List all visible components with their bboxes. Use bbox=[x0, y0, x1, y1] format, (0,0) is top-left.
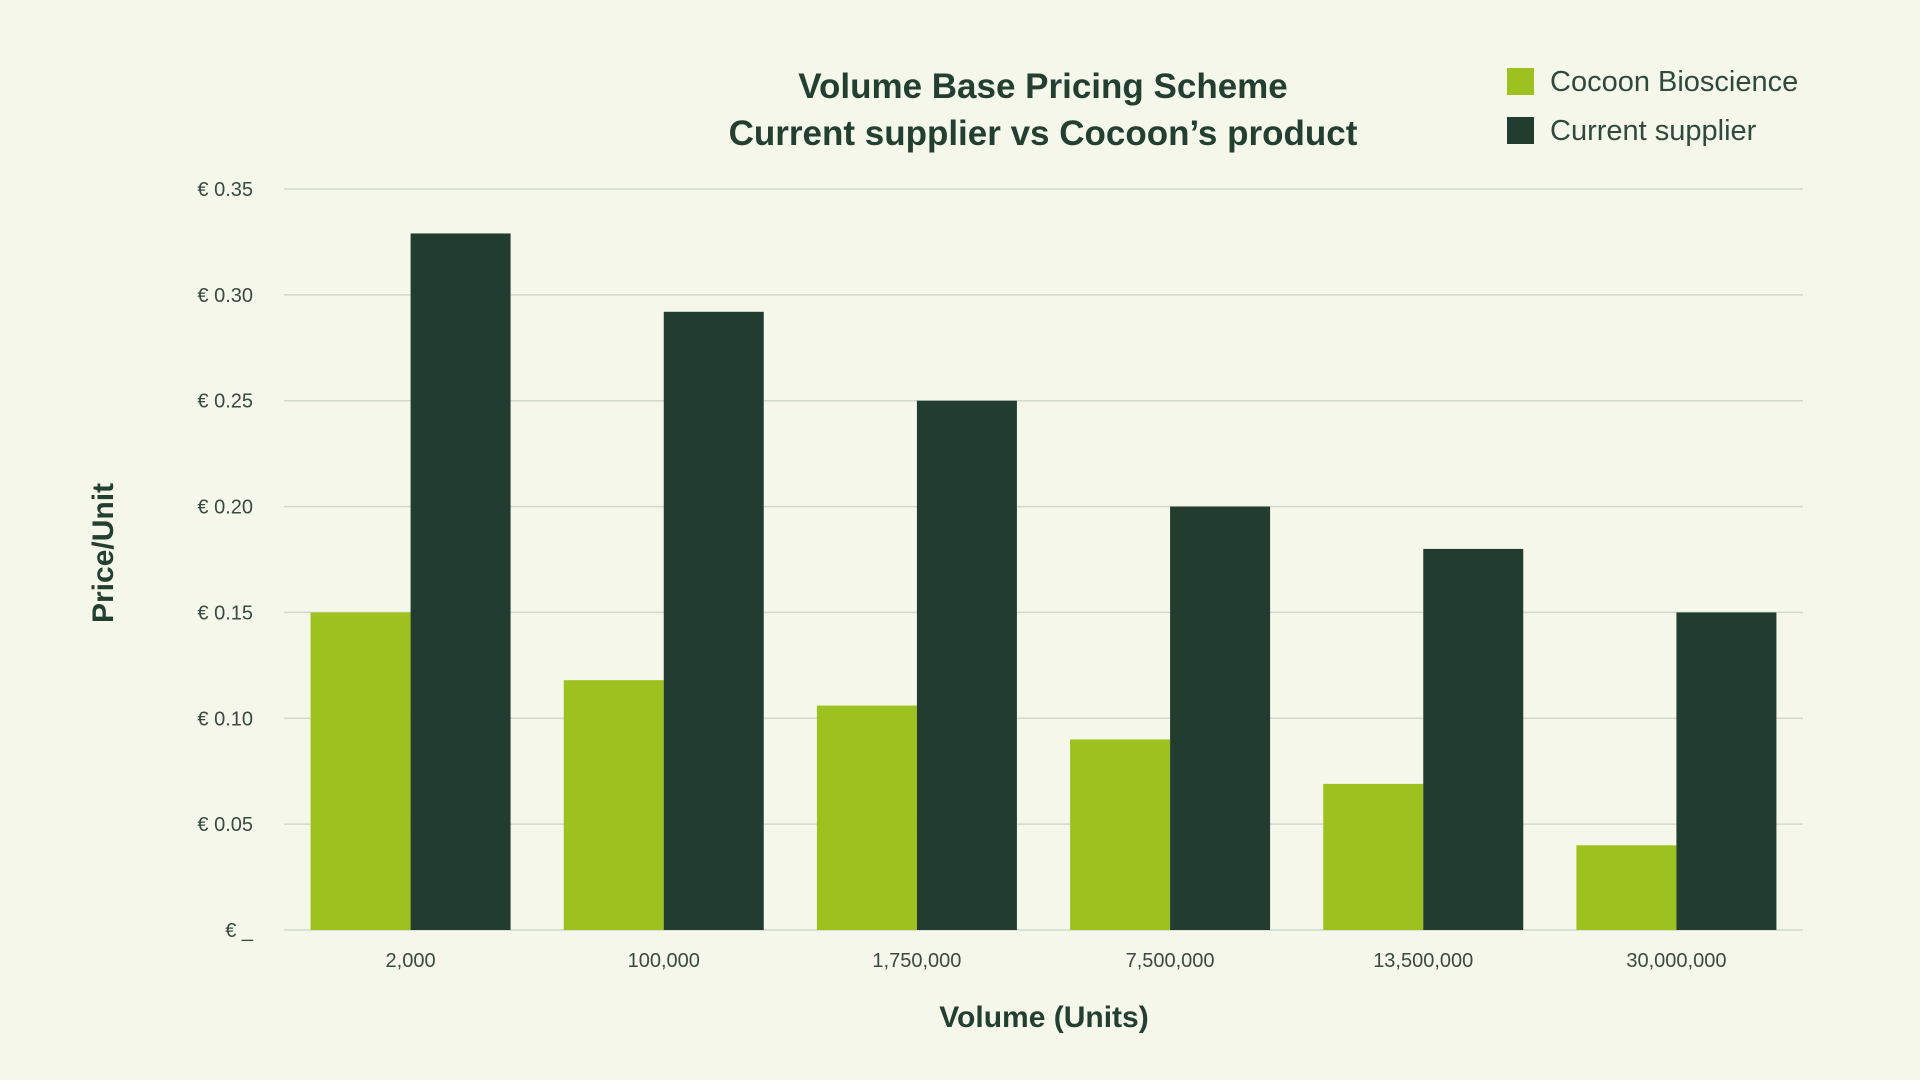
bar bbox=[1423, 548, 1524, 930]
y-axis-ticks: € _ € 0.05 € 0.10 € 0.15 € 0.20 € 0.25 € 0.30 €… bbox=[197, 179, 253, 942]
bar bbox=[1323, 783, 1424, 930]
x-tick-label: 100,000 bbox=[628, 950, 700, 972]
bars bbox=[310, 233, 1777, 930]
chart-title-line-1: Volume Base Pricing Scheme bbox=[798, 67, 1288, 106]
x-tick-label: 1,750,000 bbox=[872, 950, 961, 972]
y-axis-title: Price/Unit bbox=[87, 483, 120, 623]
y-tick-label: € _ bbox=[225, 920, 254, 942]
legend-label-current-supplier: Current supplier bbox=[1550, 115, 1757, 147]
x-tick-label: 13,500,000 bbox=[1373, 950, 1473, 972]
bar bbox=[916, 400, 1017, 930]
bar bbox=[1576, 845, 1677, 930]
bar bbox=[1070, 739, 1171, 930]
y-tick-label: € 0.05 bbox=[197, 814, 253, 836]
x-tick-label: 7,500,000 bbox=[1126, 950, 1215, 972]
y-tick-label: € 0.25 bbox=[197, 391, 253, 413]
bar bbox=[663, 311, 764, 930]
legend: Cocoon Bioscience Current supplier bbox=[1507, 66, 1798, 147]
y-tick-label: € 0.15 bbox=[197, 602, 253, 624]
legend-swatch-current-supplier bbox=[1507, 117, 1534, 144]
y-tick-label: € 0.35 bbox=[197, 179, 253, 201]
y-tick-label: € 0.10 bbox=[197, 708, 253, 730]
x-axis-title: Volume (Units) bbox=[939, 1001, 1148, 1034]
bar bbox=[310, 612, 411, 930]
bar bbox=[816, 705, 917, 930]
legend-label-cocoon-bioscience: Cocoon Bioscience bbox=[1550, 66, 1798, 98]
bar bbox=[410, 233, 511, 930]
x-tick-label: 2,000 bbox=[386, 950, 436, 972]
y-tick-label: € 0.30 bbox=[197, 285, 253, 307]
bar bbox=[1170, 506, 1271, 930]
chart-title-line-2: Current supplier vs Cocoon’s product bbox=[729, 114, 1358, 153]
bar bbox=[1676, 612, 1777, 930]
x-axis-ticks: 2,000 100,000 1,750,000 7,500,000 13,500,000… bbox=[386, 950, 1727, 972]
gridlines bbox=[284, 188, 1803, 931]
y-tick-label: € 0.20 bbox=[197, 497, 253, 519]
legend-swatch-cocoon-bioscience bbox=[1507, 68, 1534, 95]
x-tick-label: 30,000,000 bbox=[1626, 950, 1726, 972]
bar bbox=[563, 680, 664, 930]
